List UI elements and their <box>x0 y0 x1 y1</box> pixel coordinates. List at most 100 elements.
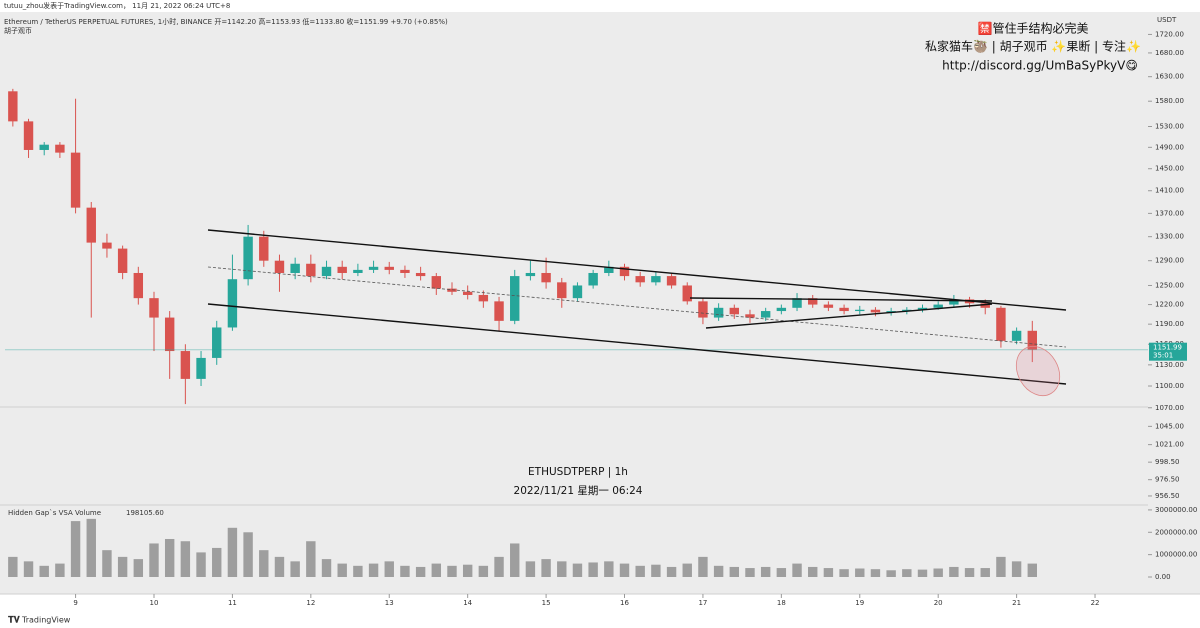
symbol-line: Ethereum / TetherUS PERPETUAL FUTURES, 1… <box>4 17 448 26</box>
volume-bar <box>55 563 65 577</box>
volume-bar <box>180 541 191 577</box>
candle-body <box>243 236 253 280</box>
volume-bar <box>510 543 520 577</box>
x-tick-label: 12 <box>306 599 315 607</box>
y-tick-label: 1410.00 <box>1155 187 1184 195</box>
candle-body <box>839 307 849 312</box>
candle-body <box>525 272 536 277</box>
indicator-line: 胡子观币 <box>4 26 32 35</box>
volume-bar <box>212 547 222 577</box>
y-tick-label: 1130.00 <box>1155 361 1184 369</box>
y-unit: USDT <box>1157 16 1177 24</box>
candle-body <box>117 248 128 273</box>
volume-bar <box>729 566 740 577</box>
candle-body <box>588 272 598 286</box>
candle-body <box>619 266 630 277</box>
candle-body <box>8 91 18 122</box>
y-tick-label: 1490.00 <box>1155 143 1184 151</box>
volume-title: Hidden Gap`s VSA Volume <box>8 509 101 517</box>
candle-body <box>274 260 285 273</box>
y-tick-label: 998.50 <box>1155 458 1180 466</box>
candle-body <box>870 309 881 313</box>
volume-bar <box>557 561 567 577</box>
candle-body <box>447 288 457 292</box>
trend-line <box>207 303 1067 385</box>
volume-bar <box>86 518 96 577</box>
volume-bar <box>431 563 442 577</box>
candle-body <box>321 266 332 277</box>
volume-bar <box>117 556 128 577</box>
logo: 𝐓𝐕 <box>8 615 21 626</box>
candle-body <box>917 307 928 310</box>
candle-body <box>70 152 81 208</box>
candle-body <box>133 272 144 299</box>
y-tick-label: 1070.00 <box>1155 404 1184 412</box>
y-tick-label: 1450.00 <box>1155 165 1184 173</box>
candle-body <box>149 298 159 318</box>
volume-bar <box>102 550 112 577</box>
candle-body <box>86 207 96 243</box>
y-tick-label: 1580.00 <box>1155 97 1184 105</box>
annotation: 🈲管住手结构必完美 <box>978 21 1089 36</box>
candle-body <box>855 309 865 312</box>
candle-body <box>666 276 677 286</box>
candle-body <box>368 266 379 270</box>
volume-bar <box>682 563 692 577</box>
trend-line <box>207 229 1067 311</box>
candle-body <box>557 282 567 299</box>
y-tick-label: 956.50 <box>1155 492 1180 500</box>
y-tick-label: 1290.00 <box>1155 257 1184 265</box>
volume-bar <box>855 568 865 577</box>
candle-body <box>604 266 614 273</box>
volume-bar <box>792 563 802 577</box>
candle-body <box>164 317 175 352</box>
volume-bar <box>353 565 363 577</box>
volume-bar <box>384 561 394 577</box>
volume-bar <box>808 566 818 577</box>
y-tick-label: 1045.00 <box>1155 422 1184 430</box>
volume-bar <box>494 556 504 577</box>
candle-body <box>39 144 49 150</box>
countdown-label: 35:01 <box>1153 352 1173 360</box>
volume-bar <box>870 569 881 577</box>
volume-bar <box>259 550 269 577</box>
volume-bar <box>8 556 18 577</box>
volume-bar <box>478 565 489 577</box>
x-tick-label: 10 <box>150 599 159 607</box>
annotation: http://discord.gg/UmBaSyPkyV😋 <box>942 59 1138 73</box>
volume-bar <box>651 564 661 577</box>
volume-bar <box>698 556 708 577</box>
candle-body <box>306 263 316 277</box>
candle-body <box>682 285 692 302</box>
candle-body <box>745 314 755 318</box>
candle-body <box>290 263 300 273</box>
y-tick-label: 1330.00 <box>1155 233 1184 241</box>
candle-body <box>23 121 34 150</box>
candle-body <box>729 307 740 315</box>
x-tick-label: 17 <box>698 599 707 607</box>
volume-bar <box>164 538 175 577</box>
volume-bar <box>933 568 943 577</box>
volume-bar <box>1011 561 1022 577</box>
candle-body <box>698 301 708 318</box>
candle-body <box>400 269 410 273</box>
volume-bar <box>1027 563 1037 577</box>
candle-body <box>415 272 426 277</box>
triangle-line <box>705 303 993 329</box>
candle-body <box>996 307 1006 341</box>
candle-body <box>102 242 112 249</box>
volume-bar <box>415 566 426 577</box>
candle-body <box>384 266 394 270</box>
candle-body <box>227 279 238 328</box>
candle-body <box>462 291 473 295</box>
candle-body <box>949 299 959 305</box>
volume-bar <box>839 569 849 577</box>
y-tick-label: 976.50 <box>1155 476 1180 484</box>
drawings <box>207 229 1067 397</box>
volume-bar <box>321 559 332 577</box>
candle-body <box>180 351 191 379</box>
candle-body <box>792 298 802 308</box>
y-tick-label: 1220.00 <box>1155 301 1184 309</box>
volume-bar <box>588 562 598 577</box>
